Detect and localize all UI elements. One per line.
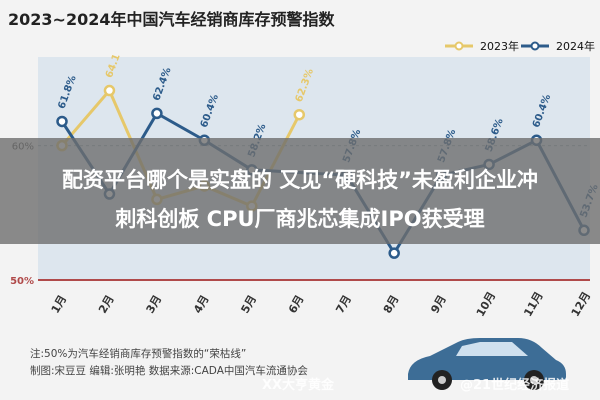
headline-overlay bbox=[0, 138, 600, 244]
legend-2023: 2023年 bbox=[444, 38, 519, 54]
headline-line-2[interactable]: 刺科创板 CPU厂商兆芯集成IPO获受理 bbox=[115, 207, 485, 231]
series-point-2[interactable] bbox=[388, 247, 400, 259]
legend-2024: 2024年 bbox=[520, 38, 595, 54]
footnote-credits: 制图:宋豆豆 编辑:张明艳 数据来源:CADA中国汽车流通协会 bbox=[30, 365, 308, 377]
legend-swatch-2023 bbox=[445, 41, 473, 51]
series-line-1 bbox=[60, 89, 111, 147]
x-tick-label: 5月 bbox=[238, 293, 259, 316]
x-tick-label: 10月 bbox=[474, 290, 498, 319]
legend-label-2023: 2023年 bbox=[480, 40, 519, 53]
car-illustration bbox=[408, 338, 566, 390]
series-point-2[interactable] bbox=[151, 107, 163, 120]
x-tick-label: 1月 bbox=[49, 293, 70, 316]
series-line-2 bbox=[156, 112, 206, 142]
legend-label-2024: 2024年 bbox=[556, 40, 595, 53]
x-tick-label: 7月 bbox=[333, 293, 354, 316]
x-tick-label: 9月 bbox=[428, 293, 449, 316]
footnotes: 注:50%为汽车经销商库存预警指数的“荣枯线” 制图:宋豆豆 编辑:张明艳 数据… bbox=[30, 346, 308, 380]
legend-swatch-2024 bbox=[521, 41, 549, 51]
series-point-1[interactable] bbox=[103, 84, 116, 97]
series-point-1[interactable] bbox=[293, 108, 306, 121]
x-tick-label: 2月 bbox=[96, 293, 117, 316]
x-tick-label: 8月 bbox=[381, 293, 402, 316]
headline-line-1[interactable]: 配资平台哪个是实盘的 又见“硬科技”未盈利企业冲 bbox=[62, 168, 538, 192]
x-tick-label: 12月 bbox=[569, 290, 593, 319]
series-point-2[interactable] bbox=[56, 115, 68, 128]
watermark-right: @21世纪经济报道 bbox=[460, 378, 570, 393]
x-tick-label: 4月 bbox=[191, 293, 212, 316]
watermark-left: XX大亨黄金 bbox=[262, 378, 335, 393]
x-tick-label: 11月 bbox=[521, 290, 545, 319]
footnote-threshold: 注:50%为汽车经销商库存预警指数的“荣枯线” bbox=[30, 348, 247, 360]
chart-title: 2023~2024年中国汽车经销商库存预警指数 bbox=[8, 10, 335, 29]
y-tick-label: 50% bbox=[10, 276, 34, 287]
x-tick-label: 3月 bbox=[144, 293, 165, 316]
x-tick-label: 6月 bbox=[286, 293, 307, 316]
